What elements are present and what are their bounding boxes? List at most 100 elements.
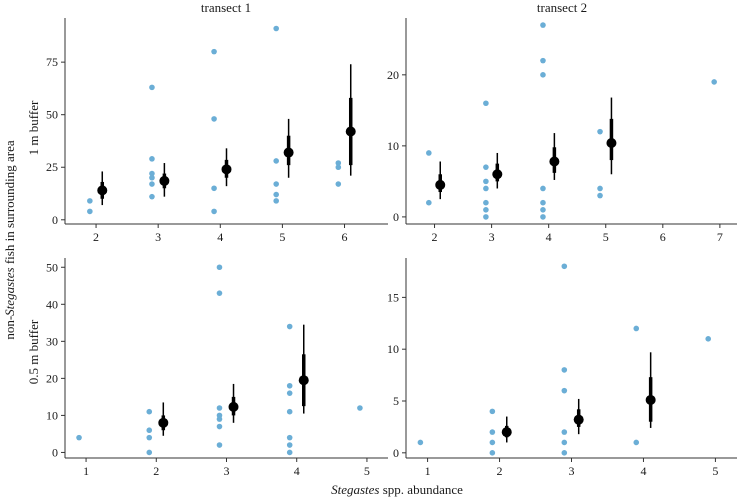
strip-label-transect-2: transect 2 (537, 0, 587, 15)
x-axis-title-suffix: spp. abundance (380, 482, 464, 497)
mean-point (492, 169, 503, 180)
raw-data-point (711, 79, 717, 85)
y-tick-label: 50 (46, 260, 58, 274)
raw-data-point (216, 416, 223, 422)
raw-data-point (211, 208, 217, 215)
raw-data-point (540, 206, 546, 213)
raw-data-point (540, 22, 546, 28)
raw-data-point (597, 192, 603, 199)
raw-data-point (149, 170, 155, 177)
x-tick-label: 2 (153, 464, 159, 478)
x-tick-label: 3 (155, 230, 161, 244)
raw-data-point (489, 408, 496, 415)
y-tick-label: 10 (387, 139, 399, 153)
raw-data-point (76, 434, 82, 441)
raw-data-point (273, 158, 279, 164)
mean-point (435, 179, 446, 190)
raw-data-point (483, 214, 489, 220)
raw-data-point (483, 185, 489, 192)
raw-data-point (216, 442, 223, 448)
x-tick-label: 6 (342, 230, 348, 244)
raw-data-point (489, 429, 496, 435)
x-tick-label: 5 (603, 230, 609, 244)
y-tick-label: 20 (387, 68, 399, 82)
raw-data-point (149, 84, 155, 91)
x-tick-label: 1 (425, 464, 431, 478)
x-tick-label: 4 (294, 464, 300, 478)
panel-1m-buffer-transect-2: 0 10 20 2 3 4 5 6 7 (387, 18, 737, 244)
raw-data-point (286, 442, 293, 448)
raw-data-point (216, 405, 223, 411)
mean-point (221, 164, 232, 175)
raw-data-point (561, 429, 568, 435)
raw-data-point (540, 185, 546, 192)
y-tick-label: 0 (52, 213, 58, 227)
x-tick-label: 2 (93, 230, 99, 244)
mean-point (549, 156, 560, 167)
mean-point (345, 126, 356, 137)
mean-point (645, 394, 656, 405)
mean-point (501, 427, 512, 438)
raw-data-point (597, 185, 603, 192)
raw-data-point (286, 434, 293, 441)
y-tick-label: 0 (52, 445, 58, 459)
y-axis-title: non-Stegastes fish in surrounding area (2, 140, 17, 340)
raw-data-point (483, 199, 489, 206)
raw-data-point (273, 25, 279, 32)
raw-data-point (216, 423, 223, 430)
y-tick-label: 5 (393, 394, 399, 408)
mean-point (158, 417, 169, 428)
y-axis-title-prefix: non- (2, 316, 17, 340)
raw-data-point (335, 160, 342, 166)
raw-data-point (561, 367, 568, 373)
raw-data-point (286, 408, 293, 415)
mean-point (298, 375, 309, 386)
raw-data-point (273, 198, 279, 204)
x-tick-label: 4 (217, 230, 223, 244)
x-tick-label: 1 (83, 464, 89, 478)
raw-data-point (286, 382, 293, 389)
raw-data-point (149, 156, 155, 162)
x-tick-label: 3 (489, 230, 495, 244)
raw-data-point (149, 193, 155, 200)
raw-data-point (286, 323, 293, 330)
x-axis-title-italic: Stegastes (331, 482, 379, 497)
raw-data-point (146, 434, 153, 441)
x-tick-label: 6 (660, 230, 666, 244)
mean-point (573, 414, 584, 425)
raw-data-point (633, 325, 640, 332)
raw-data-point (216, 264, 223, 271)
row-label-0.5m-buffer: 0.5 m buffer (26, 319, 41, 384)
raw-data-point (540, 72, 546, 78)
x-tick-label: 7 (717, 230, 723, 244)
raw-data-point (597, 128, 603, 135)
raw-data-point (286, 449, 293, 456)
raw-data-point (426, 150, 432, 156)
y-tick-label: 50 (46, 108, 58, 122)
mean-point (97, 185, 108, 196)
row-label-1m-buffer: 1 m buffer (26, 100, 41, 155)
raw-data-point (149, 174, 155, 181)
raw-data-point (483, 164, 489, 170)
raw-data-point (211, 116, 217, 122)
raw-data-point (211, 185, 217, 192)
raw-data-point (211, 48, 217, 55)
y-tick-label: 10 (46, 408, 58, 422)
raw-data-point (561, 439, 568, 446)
x-tick-label: 5 (279, 230, 285, 244)
raw-data-point (335, 181, 342, 187)
y-tick-label: 30 (46, 334, 58, 348)
x-tick-label: 4 (640, 464, 646, 478)
raw-data-point (417, 439, 424, 446)
raw-data-point (483, 206, 489, 213)
y-tick-label: 0 (393, 446, 399, 460)
mean-point (283, 147, 294, 158)
raw-data-point (483, 178, 489, 185)
mean-point (606, 138, 617, 149)
raw-data-point (146, 408, 153, 415)
raw-data-point (561, 263, 568, 270)
x-tick-label: 3 (569, 464, 575, 478)
y-tick-label: 15 (387, 290, 399, 304)
y-tick-label: 10 (387, 342, 399, 356)
